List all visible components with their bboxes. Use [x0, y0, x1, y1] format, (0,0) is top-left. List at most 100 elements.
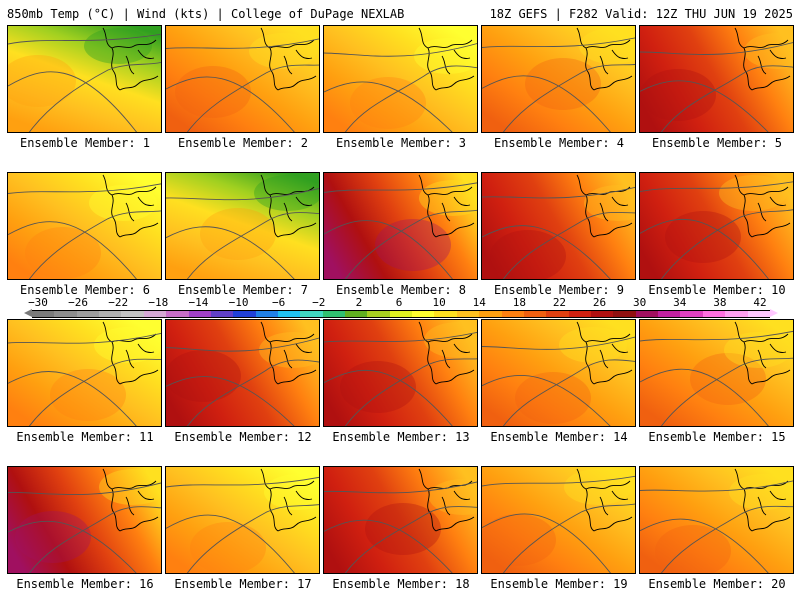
ensemble-map-panel	[323, 25, 478, 133]
warm-core	[482, 514, 556, 566]
warm-core	[655, 525, 731, 573]
ensemble-member-label: Ensemble Member: 6	[19, 283, 151, 297]
ensemble-map-panel	[165, 319, 320, 427]
ensemble-member-label: Ensemble Member: 10	[648, 283, 786, 297]
ensemble-member-label: Ensemble Member: 7	[177, 283, 309, 297]
ensemble-map-panel	[165, 172, 320, 280]
ensemble-member-label: Ensemble Member: 17	[174, 577, 312, 591]
temperature-field-map	[324, 173, 477, 279]
map-title: 850mb Temp (°C) | Wind (kts) | College o…	[7, 7, 405, 21]
coastline-lines	[260, 27, 317, 91]
ensemble-map-panel	[639, 466, 794, 574]
colorbar-tick-label: 2	[355, 296, 363, 309]
height-contours	[482, 37, 635, 132]
ensemble-member-label: Ensemble Member: 20	[648, 577, 786, 591]
warm-core	[350, 77, 426, 129]
height-contours	[640, 181, 793, 279]
temperature-fill	[482, 173, 635, 279]
colorbar-cell	[210, 311, 234, 317]
height-contours	[166, 476, 319, 573]
colorbar-cell	[412, 311, 435, 317]
coastline-lines	[260, 321, 317, 385]
colorbar-cell	[389, 311, 413, 317]
colorbar-cell	[546, 311, 569, 317]
colorbar-cell	[479, 311, 502, 317]
ensemble-member-label: Ensemble Member: 4	[493, 136, 625, 150]
height-contours	[482, 336, 635, 426]
temperature-fill	[324, 467, 477, 573]
warm-core	[15, 511, 91, 563]
colorbar-cell	[434, 311, 457, 317]
cool-region	[559, 327, 627, 363]
warm-core	[665, 211, 741, 263]
temperature-fill	[640, 26, 793, 132]
temperature-fill	[166, 173, 319, 279]
warm-core	[340, 361, 416, 413]
colorbar-cell	[702, 311, 726, 317]
temperature-fill	[482, 320, 635, 426]
height-contours	[482, 186, 635, 279]
height-contours	[166, 337, 319, 426]
temperature-field-map	[8, 320, 161, 426]
ensemble-map-panel	[7, 319, 162, 427]
warm-core	[690, 353, 766, 405]
coastline-lines	[418, 174, 475, 238]
temperature-field-map	[8, 26, 161, 132]
colorbar-cell	[725, 311, 748, 317]
ensemble-member-label: Ensemble Member: 5	[651, 136, 783, 150]
colorbar-tick-label: 42	[753, 296, 767, 309]
colorbar-tick-label: 14	[472, 296, 486, 309]
height-contours	[8, 482, 161, 573]
colorbar-tick-label: −2	[312, 296, 326, 309]
ensemble-map-panel	[639, 172, 794, 280]
cool-region	[564, 469, 632, 505]
cool-region	[254, 175, 319, 211]
ensemble-member-label: Ensemble Member: 2	[177, 136, 309, 150]
warm-core	[515, 372, 591, 424]
temperature-field-map	[482, 320, 635, 426]
colorbar-cell	[635, 311, 659, 317]
warm-core	[640, 69, 716, 121]
temperature-fill	[482, 26, 635, 132]
colorbar-cell	[32, 311, 55, 317]
height-contours	[324, 331, 477, 426]
ensemble-member-label: Ensemble Member: 15	[648, 430, 786, 444]
colorbar-tick-label: −26	[68, 296, 89, 309]
height-contours	[324, 481, 477, 573]
height-contours	[640, 480, 793, 573]
warm-core	[175, 66, 251, 118]
colorbar-tick-label: −14	[188, 296, 209, 309]
temperature-fill	[166, 320, 319, 426]
temperature-field-map	[640, 173, 793, 279]
ensemble-map-panel	[639, 25, 794, 133]
coastline-lines	[576, 321, 633, 385]
temperature-field-map	[640, 467, 793, 573]
height-contours	[166, 38, 319, 132]
colorbar-cell	[568, 311, 591, 317]
coastline-lines	[102, 468, 159, 532]
ensemble-member-label: Ensemble Member: 3	[335, 136, 467, 150]
ensemble-member-label: Ensemble Member: 9	[493, 283, 625, 297]
temperature-colorbar: −30 −26 −22 −18 −14 −10 −6 −2 2 6 10 14 18 22 26 30 34 38…	[20, 297, 780, 319]
temperature-field-map	[482, 26, 635, 132]
colorbar-cell	[188, 311, 211, 317]
coastline-lines	[418, 321, 475, 385]
cool-region	[744, 33, 793, 69]
coastline-lines	[576, 468, 633, 532]
colorbar-cell	[255, 311, 278, 317]
coastline-lines	[576, 27, 633, 91]
ensemble-map-panel	[323, 319, 478, 427]
ensemble-member-label: Ensemble Member: 19	[490, 577, 628, 591]
colorbar-tick-label: −10	[228, 296, 249, 309]
colorbar-cell	[367, 311, 390, 317]
cool-region	[419, 180, 477, 216]
colorbar-cell	[277, 311, 301, 317]
ensemble-map-panel	[481, 25, 636, 133]
cool-region	[99, 469, 161, 505]
colorbar-tick-label: −18	[148, 296, 169, 309]
coastline-lines	[418, 468, 475, 532]
colorbar-cell	[322, 311, 346, 317]
height-contours	[640, 42, 793, 132]
height-contours	[482, 475, 635, 573]
colorbar-tick-label: 22	[552, 296, 567, 309]
